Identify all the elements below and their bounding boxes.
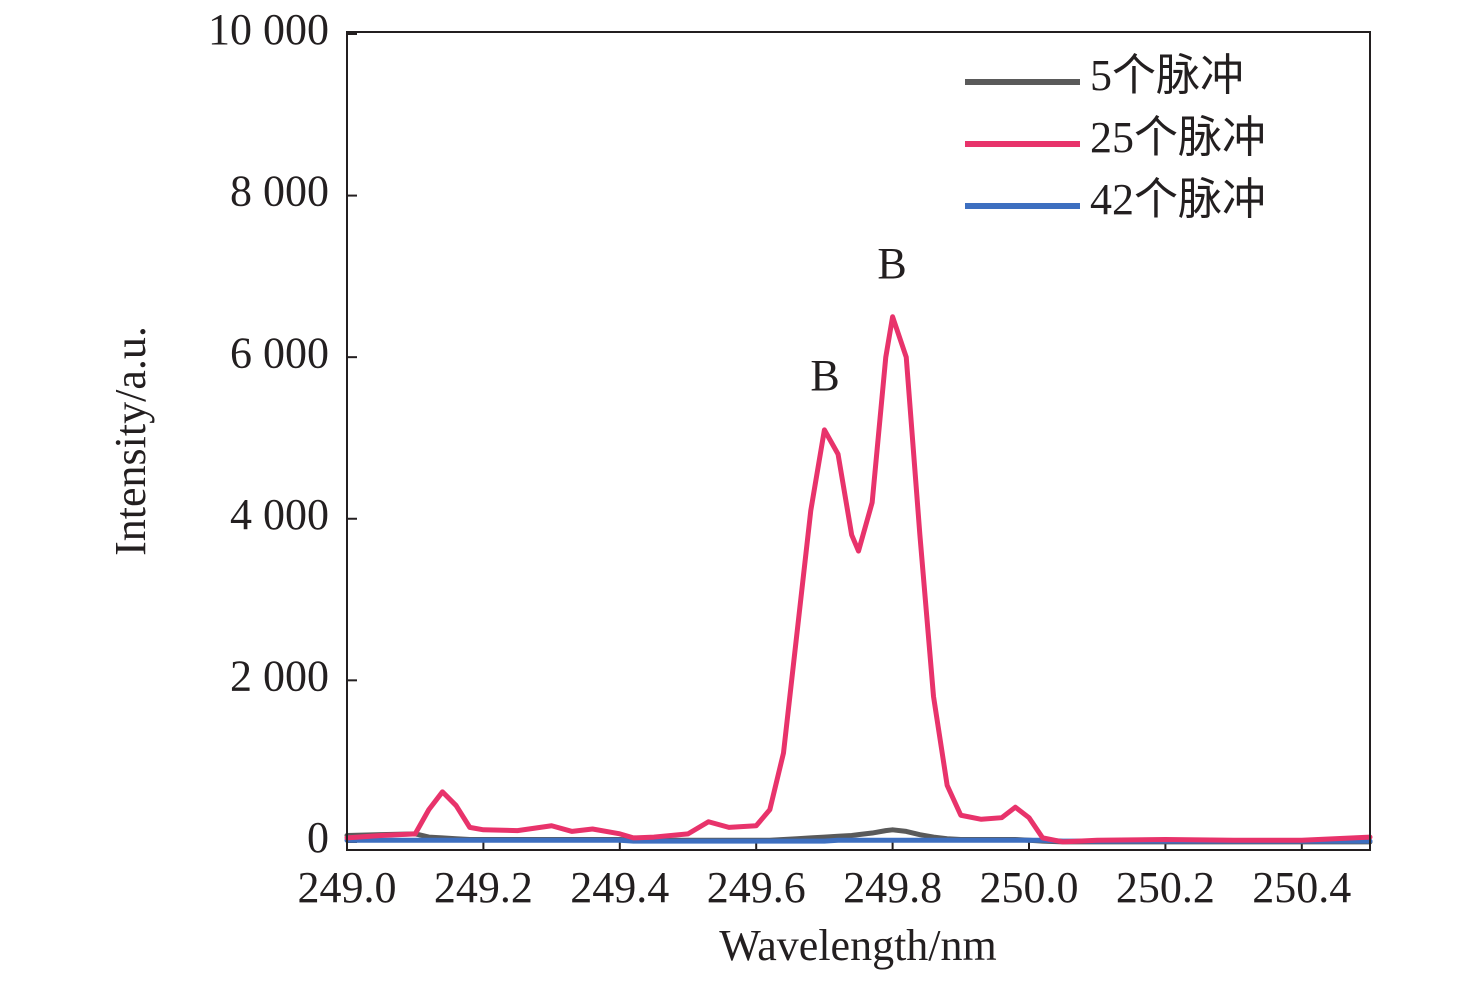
legend-label: 5个脉冲 bbox=[1090, 51, 1244, 100]
plot-frame bbox=[346, 31, 1371, 851]
x-tick-label: 250.0 bbox=[980, 863, 1079, 912]
annotation: B bbox=[877, 239, 906, 288]
y-tick-label: 6 000 bbox=[230, 328, 329, 377]
y-tick-label: 8 000 bbox=[230, 167, 329, 216]
legend-label: 25个脉冲 bbox=[1090, 113, 1266, 162]
x-tick-label: 249.8 bbox=[843, 863, 942, 912]
y-axis-title: Intensity/a.u. bbox=[106, 326, 155, 556]
annotation: B bbox=[810, 351, 839, 400]
y-tick-label: 0 bbox=[307, 813, 329, 862]
x-axis-title: Wavelength/nm bbox=[719, 921, 997, 970]
x-tick-label: 249.4 bbox=[570, 863, 669, 912]
x-tick-label: 249.6 bbox=[707, 863, 806, 912]
legend-label: 42个脉冲 bbox=[1090, 175, 1266, 224]
y-tick-label: 10 000 bbox=[208, 5, 329, 54]
x-tick-label: 249.2 bbox=[434, 863, 533, 912]
y-tick-label: 2 000 bbox=[230, 651, 329, 700]
series-line bbox=[344, 314, 1373, 845]
x-tick-label: 250.4 bbox=[1252, 863, 1351, 912]
y-tick-label: 4 000 bbox=[230, 490, 329, 539]
x-tick-label: 249.0 bbox=[298, 863, 397, 912]
series-line bbox=[344, 837, 1373, 844]
x-tick-label: 250.2 bbox=[1116, 863, 1215, 912]
